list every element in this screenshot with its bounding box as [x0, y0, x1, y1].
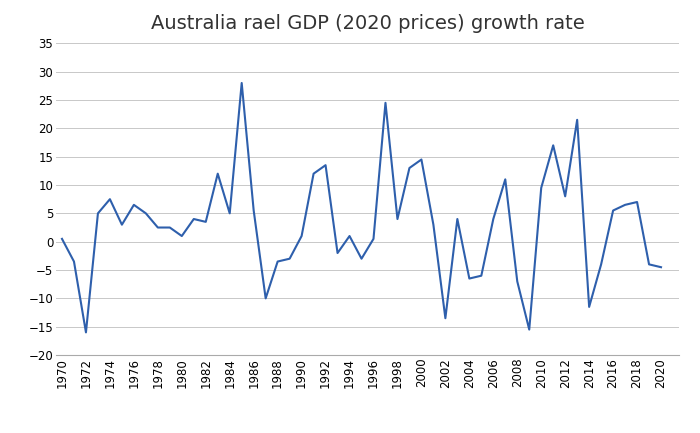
Title: Australia rael GDP (2020 prices) growth rate: Australia rael GDP (2020 prices) growth … [150, 14, 584, 33]
